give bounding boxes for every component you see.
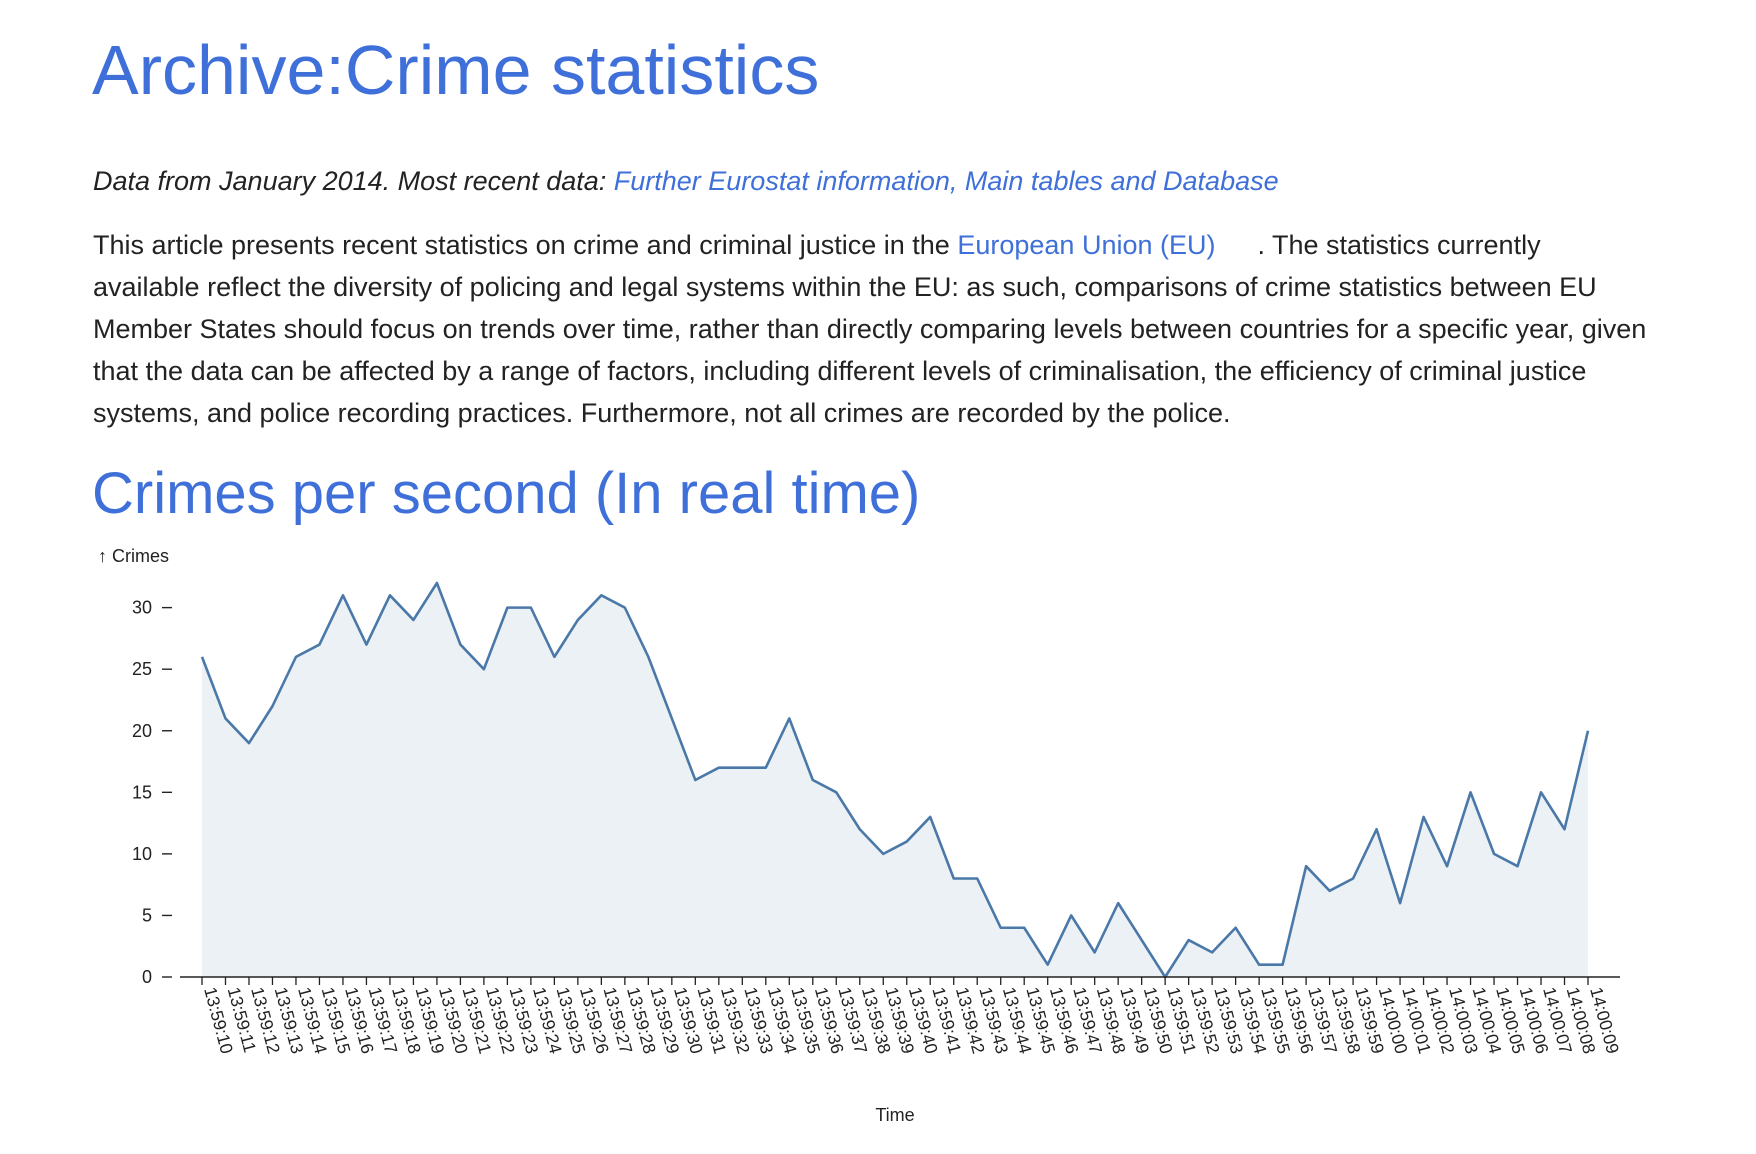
data-source-note: Data from January 2014. Most recent data… [93,166,1279,197]
y-tick-label: 0 [142,967,152,987]
intro-text-end: . The statistics currently available ref… [93,230,1647,428]
chart-heading: Crimes per second (In real time) [92,461,921,526]
y-tick-label: 5 [142,905,152,925]
page-title: Archive:Crime statistics [92,31,820,109]
data-source-prefix: Data from January 2014. Most recent data… [93,166,614,196]
series-line [200,581,1590,979]
eu-link[interactable]: European Union (EU) [957,230,1216,260]
y-tick-label: 10 [132,844,152,864]
intro-text-start: This article presents recent statistics … [93,230,958,260]
y-tick-label: 20 [132,721,152,741]
intro-paragraph: This article presents recent statistics … [93,224,1653,434]
y-tick-label: 30 [132,598,152,618]
y-tick-label: 25 [132,659,152,679]
x-axis-label: Time [875,1105,914,1125]
y-axis-label: ↑ Crimes [98,546,169,566]
crimes-chart: 13:59:1013:59:1113:59:1213:59:1313:59:14… [98,546,1623,1125]
eurostat-info-link[interactable]: Further Eurostat information, Main table… [613,166,1279,196]
y-tick-label: 15 [132,782,152,802]
series-area [202,583,1588,977]
